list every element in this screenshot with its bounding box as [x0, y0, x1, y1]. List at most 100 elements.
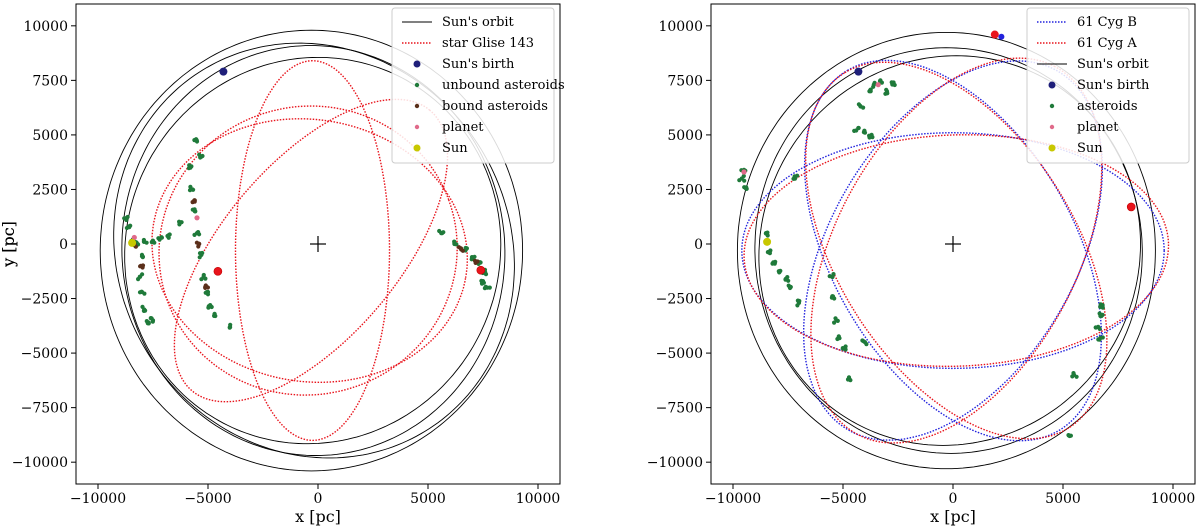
data-point-0-9-2 — [122, 216, 127, 221]
y-tick-label-7: 7500 — [32, 73, 68, 89]
data-point-0-1-3 — [741, 173, 746, 179]
data-point-0-20-3 — [861, 105, 866, 110]
x-tick-label-0: −10000 — [70, 491, 126, 507]
data-point-0-29-1 — [1100, 335, 1105, 340]
data-point-0-24-3 — [885, 91, 890, 96]
data-point-0-14-3 — [187, 163, 192, 168]
data-point-0-19-3 — [203, 276, 208, 281]
data-point-0-32-3 — [483, 272, 489, 277]
x-tick-label-1: −5000 — [819, 491, 866, 507]
y-tick-label-5: 2500 — [667, 182, 703, 198]
legend-label-4: bound asteroids — [442, 99, 548, 114]
data-point-1-6-3 — [472, 258, 478, 263]
data-point-0-8-3 — [124, 225, 129, 231]
data-point-0-23-3 — [867, 135, 872, 140]
legend-swatch-5 — [1049, 124, 1055, 130]
legend-label-5: planet — [442, 120, 484, 135]
y-tick-label-1: −7500 — [656, 401, 703, 417]
y-tick-label-3: −2500 — [21, 292, 68, 308]
marker-planet-0 — [213, 266, 223, 276]
legend-swatch-3 — [414, 82, 420, 88]
data-point-0-10-3 — [141, 237, 146, 243]
data-point-0-13-3 — [837, 336, 842, 341]
marker-planet-0 — [1126, 202, 1136, 212]
data-point-0-34-1 — [487, 285, 492, 290]
data-point-0-24-3 — [197, 152, 202, 157]
y-tick-label-6: 5000 — [32, 128, 68, 144]
marker-star_red-0 — [990, 30, 999, 39]
data-point-0-30-1 — [1071, 371, 1076, 376]
data-point-1-0-0 — [741, 169, 747, 175]
data-point-0-12-3 — [833, 316, 838, 321]
data-point-0-3-2 — [136, 277, 141, 282]
data-point-0-5-3 — [141, 308, 146, 313]
legend: Sun's orbit star Glise 143 Sun's birth unbo… — [391, 7, 565, 164]
data-point-0-20-2 — [856, 102, 862, 107]
data-point-1-5-3 — [459, 247, 464, 252]
data-point-0-2-3 — [743, 186, 748, 191]
data-point-0-18-2 — [197, 251, 203, 256]
orbit-path-1-1 — [173, 98, 449, 403]
orbit-path-0-2 — [113, 42, 515, 459]
x-axis-title: x [pc] — [930, 507, 976, 526]
x-tick-label-4: 10000 — [516, 491, 561, 507]
legend-swatch-6 — [1048, 144, 1056, 152]
data-point-0-19-2 — [201, 272, 206, 278]
data-point-0-25-3 — [889, 80, 894, 85]
marker-star_blue-0 — [998, 33, 1005, 40]
y-tick-label-4: 0 — [59, 237, 68, 253]
data-point-0-6-3 — [145, 321, 150, 326]
data-point-0-8-3 — [788, 284, 793, 290]
y-tick-label-4: 0 — [694, 237, 703, 253]
data-point-0-26-3 — [1098, 302, 1103, 307]
data-point-0-26-3 — [228, 325, 233, 330]
data-point-1-1-3 — [140, 263, 146, 268]
data-point-0-15-3 — [860, 338, 865, 343]
data-point-0-16-3 — [190, 207, 195, 212]
data-point-0-27-3 — [1100, 312, 1105, 317]
data-point-2-1-0 — [194, 215, 200, 221]
x-tick-label-2: 0 — [314, 491, 323, 507]
data-point-0-15-2 — [864, 342, 869, 347]
data-point-1-4-3 — [203, 285, 208, 290]
plot-area — [99, 29, 524, 472]
data-point-0-11-3 — [152, 240, 157, 245]
legend-box — [1026, 7, 1190, 164]
data-point-0-4-3 — [766, 249, 771, 255]
legend-swatch-3 — [1048, 81, 1056, 89]
legend-swatch-4 — [1049, 103, 1055, 109]
y-tick-label-0: −10000 — [12, 455, 68, 471]
legend-label-3: unbound asteroids — [442, 78, 565, 93]
data-point-0-25-2 — [892, 82, 897, 88]
data-point-0-15-2 — [191, 187, 196, 192]
data-point-0-29-3 — [1096, 337, 1101, 342]
data-point-0-7-3 — [783, 277, 788, 282]
data-point-0-22-3 — [862, 128, 867, 133]
y-tick-label-0: −10000 — [647, 455, 703, 471]
data-point-0-21-2 — [856, 125, 861, 131]
x-tick-label-0: −10000 — [705, 491, 761, 507]
marker-planet-1 — [476, 265, 486, 275]
data-point-0-31-3 — [1066, 433, 1071, 438]
legend-label-4: asteroids — [1077, 99, 1138, 114]
legend-label-1: 61 Cyg A — [1077, 36, 1137, 51]
legend-label-0: 61 Cyg B — [1077, 15, 1137, 30]
data-point-0-5-3 — [770, 261, 775, 266]
data-point-0-1-1 — [742, 178, 747, 183]
data-point-0-1-2 — [737, 178, 742, 183]
data-point-0-15-1 — [187, 188, 193, 193]
data-point-0-13-3 — [165, 233, 170, 239]
left-plot-panel: −10000 −5000 0 5000 10000 −10000 −7500 −5000 −25… — [0, 3, 565, 526]
y-tick-label-2: −5000 — [21, 346, 68, 362]
data-point-0-22-3 — [212, 312, 217, 317]
data-point-0-25-3 — [177, 219, 182, 224]
data-point-0-7-3 — [150, 319, 155, 324]
y-tick-label-3: −2500 — [656, 292, 703, 308]
data-point-0-27-3 — [441, 230, 446, 235]
legend-label-2: Sun's orbit — [1077, 57, 1150, 72]
data-point-0-9-3 — [125, 214, 130, 220]
legend-box — [391, 7, 555, 164]
data-point-0-12-2 — [832, 320, 837, 325]
x-tick-label-3: 5000 — [410, 491, 446, 507]
legend-label-6: Sun — [442, 141, 468, 156]
